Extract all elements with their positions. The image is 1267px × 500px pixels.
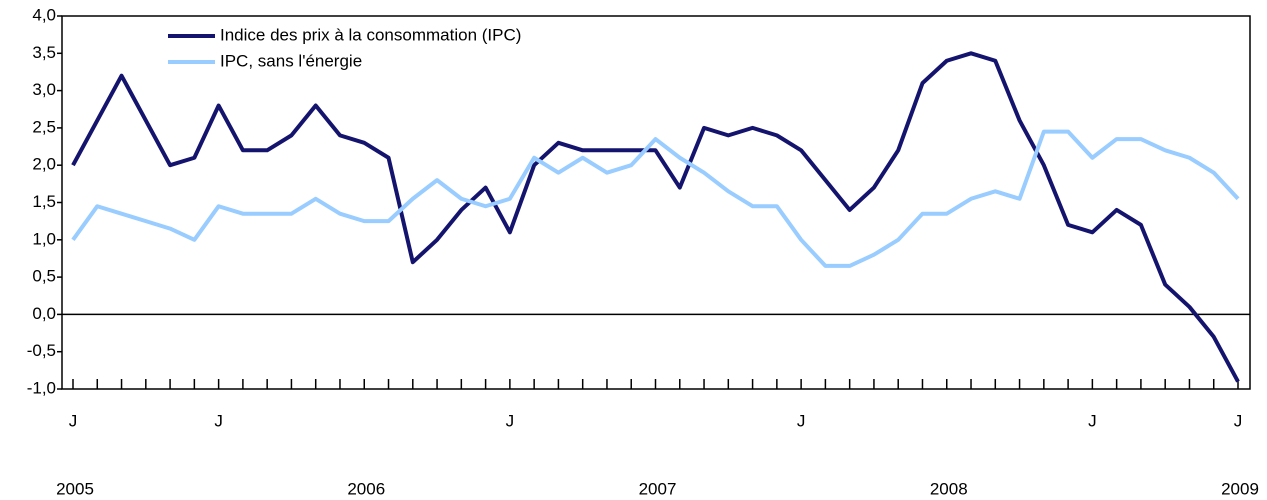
x-tick-label: J bbox=[1234, 411, 1243, 430]
y-tick-label: 2,0 bbox=[32, 155, 56, 174]
x-tick-label: J bbox=[69, 411, 78, 430]
y-tick-label: 3,0 bbox=[32, 80, 56, 99]
x-tick-label: J bbox=[1088, 411, 1097, 430]
y-tick-label: -0,5 bbox=[27, 341, 56, 360]
y-tick-label: 0,5 bbox=[32, 267, 56, 286]
year-label: 2006 bbox=[347, 479, 385, 498]
x-tick-label: J bbox=[214, 411, 223, 430]
legend-label: Indice des prix à la consommation (IPC) bbox=[220, 25, 521, 44]
plot-frame bbox=[61, 15, 1251, 390]
y-tick-label: -1,0 bbox=[27, 378, 56, 397]
y-tick-label: 1,5 bbox=[32, 192, 56, 211]
y-tick-label: 3,5 bbox=[32, 43, 56, 62]
legend-label: IPC, sans l'énergie bbox=[220, 51, 362, 70]
series-line bbox=[71, 51, 1240, 383]
y-tick-label: 0,0 bbox=[32, 304, 56, 323]
year-label: 2007 bbox=[639, 479, 677, 498]
y-tick-label: 2,5 bbox=[32, 117, 56, 136]
year-label: 2009 bbox=[1221, 479, 1259, 498]
year-label: 2005 bbox=[56, 479, 94, 498]
y-tick-label: 4,0 bbox=[32, 5, 56, 24]
y-tick-label: 1,0 bbox=[32, 229, 56, 248]
series-line bbox=[71, 129, 1240, 268]
x-tick-label: J bbox=[506, 411, 515, 430]
year-label: 2008 bbox=[930, 479, 968, 498]
x-tick-label: J bbox=[797, 411, 806, 430]
